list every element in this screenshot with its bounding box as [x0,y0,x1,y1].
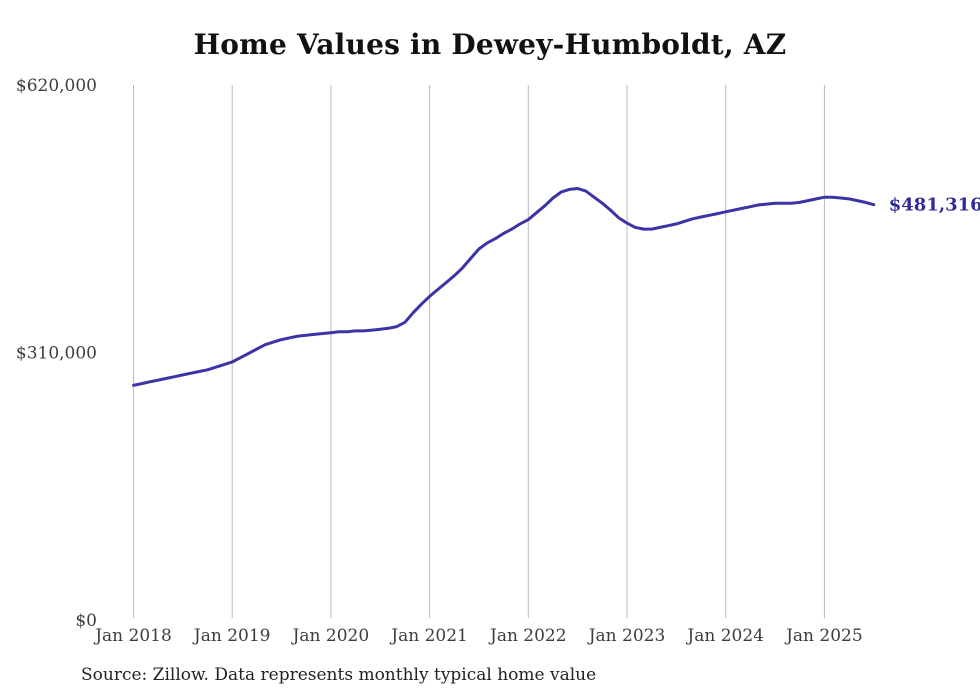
x-tick-label: Jan 2024 [685,626,764,646]
x-tick-label: Jan 2019 [192,626,271,646]
value-line [132,187,876,387]
source-note: Source: Zillow. Data represents monthly … [81,665,597,685]
chart-title: Home Values in Dewey-Humboldt, AZ [193,28,787,61]
x-tick-label: Jan 2020 [291,626,370,646]
x-tick-label: Jan 2021 [389,626,468,646]
y-tick-label: $310,000 [16,344,97,364]
x-tick-label: Jan 2025 [784,626,863,646]
x-tick-label: Jan 2018 [93,626,172,646]
y-tick-label: $620,000 [16,76,97,96]
x-tick-label: Jan 2022 [488,626,567,646]
x-tick-label: Jan 2023 [587,626,666,646]
current-value-label: $481,316 [889,195,980,216]
y-tick-label: $0 [75,611,97,631]
